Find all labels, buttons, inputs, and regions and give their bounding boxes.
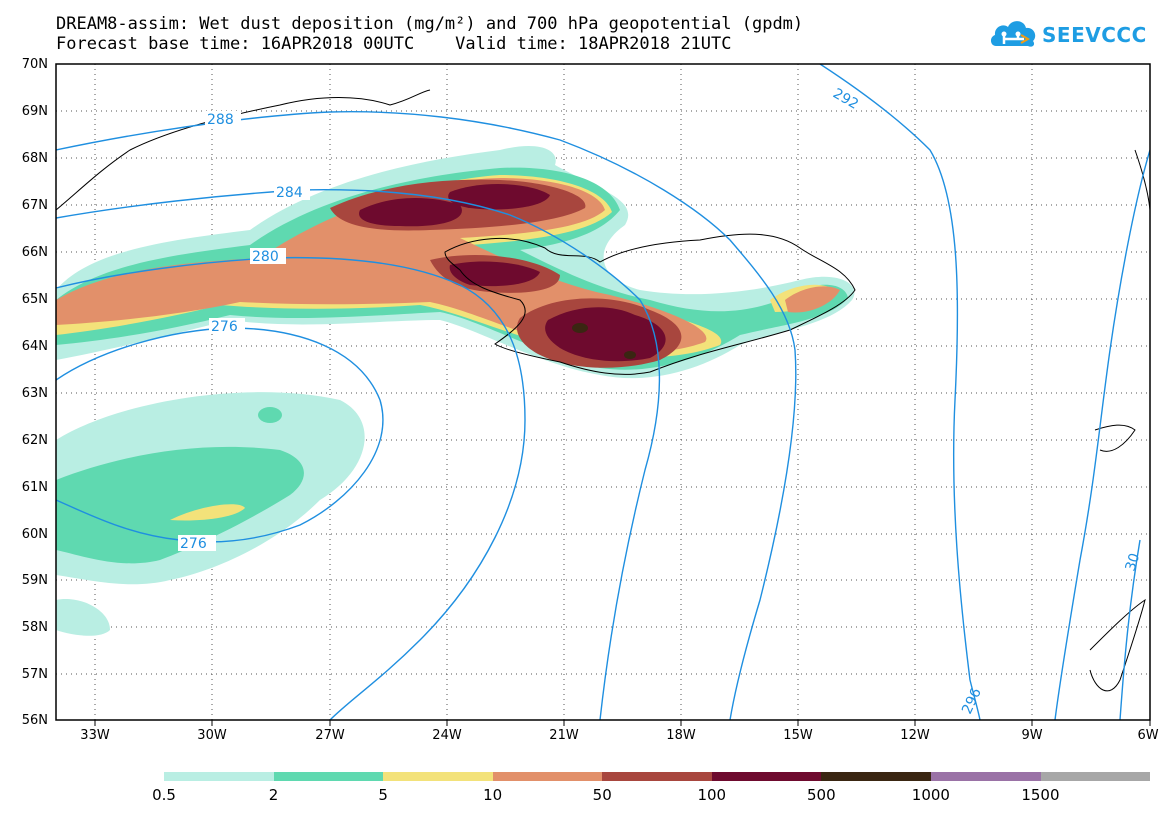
legend-swatch: [821, 772, 931, 781]
seevccc-logo: SEEVCCC: [988, 14, 1158, 56]
lon-label-27w: 27W: [315, 728, 345, 743]
lat-label-66n: 66N: [21, 245, 48, 260]
lat-label-63n: 63N: [21, 386, 48, 401]
legend-level-label: 100: [697, 786, 727, 804]
lon-label-6w: 6W: [1137, 728, 1159, 743]
lat-label-56n: 56N: [21, 713, 48, 728]
coastline: [56, 89, 1150, 692]
lon-label-9w: 9W: [1021, 728, 1043, 743]
legend-level-label: 1500: [1021, 786, 1060, 804]
legend-swatch: [164, 772, 274, 781]
lon-label-21w: 21W: [549, 728, 579, 743]
lat-label-60n: 60N: [21, 527, 48, 542]
lat-label-67n: 67N: [21, 198, 48, 213]
lat-label-57n: 57N: [21, 667, 48, 682]
lat-label-68n: 68N: [21, 151, 48, 166]
contour-label-288: 288: [207, 112, 234, 128]
legend-level-label: 1000: [911, 786, 950, 804]
lat-label-58n: 58N: [21, 620, 48, 635]
lat-label-61n: 61N: [21, 480, 48, 495]
logo-text: SEEVCCC: [1042, 23, 1147, 47]
dust-field-maroon: [359, 184, 666, 362]
contour-label-296: 296: [959, 686, 985, 717]
legend-swatch: [711, 772, 822, 781]
legend-level-label: 10: [483, 786, 503, 804]
lon-label-30w: 30W: [197, 728, 227, 743]
legend-swatch: [492, 772, 603, 781]
legend-swatch: [273, 772, 384, 781]
legend-swatch: [383, 772, 493, 781]
lon-label-15w: 15W: [783, 728, 813, 743]
lat-label-70n: 70N: [21, 57, 48, 72]
map-subtitle: Forecast base time: 16APR2018 00UTC Vali…: [56, 34, 732, 54]
map-frame: [55, 63, 1151, 721]
legend-level-label: 500: [807, 786, 836, 804]
frame-ticks: [94, 720, 1151, 726]
lon-label-12w: 12W: [900, 728, 930, 743]
lon-label-18w: 18W: [666, 728, 696, 743]
lon-label-33w: 33W: [80, 728, 110, 743]
lat-label-59n: 59N: [21, 573, 48, 588]
legend-level-label: 0.5: [152, 786, 176, 804]
legend-swatch: [602, 772, 712, 781]
dust-field-dark: [572, 323, 636, 359]
contour-label-284: 284: [276, 185, 303, 201]
legend-colorbar: [164, 772, 1151, 781]
legend-swatch: [930, 772, 1041, 781]
contour-label-276-north: 276: [211, 319, 238, 335]
lat-label-64n: 64N: [21, 339, 48, 354]
lat-label-65n: 65N: [21, 292, 48, 307]
contour-label-276-south: 276: [180, 536, 207, 552]
cloud-icon: [990, 21, 1036, 47]
legend-level-label: 2: [268, 786, 279, 804]
contour-label-280: 280: [252, 249, 279, 265]
lat-label-62n: 62N: [21, 433, 48, 448]
graticule: [56, 64, 1150, 720]
legend-swatch: [1040, 772, 1151, 781]
legend-level-label: 50: [592, 786, 612, 804]
lon-label-24w: 24W: [432, 728, 462, 743]
map-title: DREAM8-assim: Wet dust deposition (mg/m²…: [56, 14, 804, 34]
geopotential-contours: [56, 64, 1150, 720]
lat-label-69n: 69N: [21, 104, 48, 119]
legend-level-label: 5: [378, 786, 388, 804]
contour-labels: 288 284 280 276 276 292 296 30: [178, 86, 1143, 717]
contour-label-300: 30: [1123, 551, 1144, 573]
